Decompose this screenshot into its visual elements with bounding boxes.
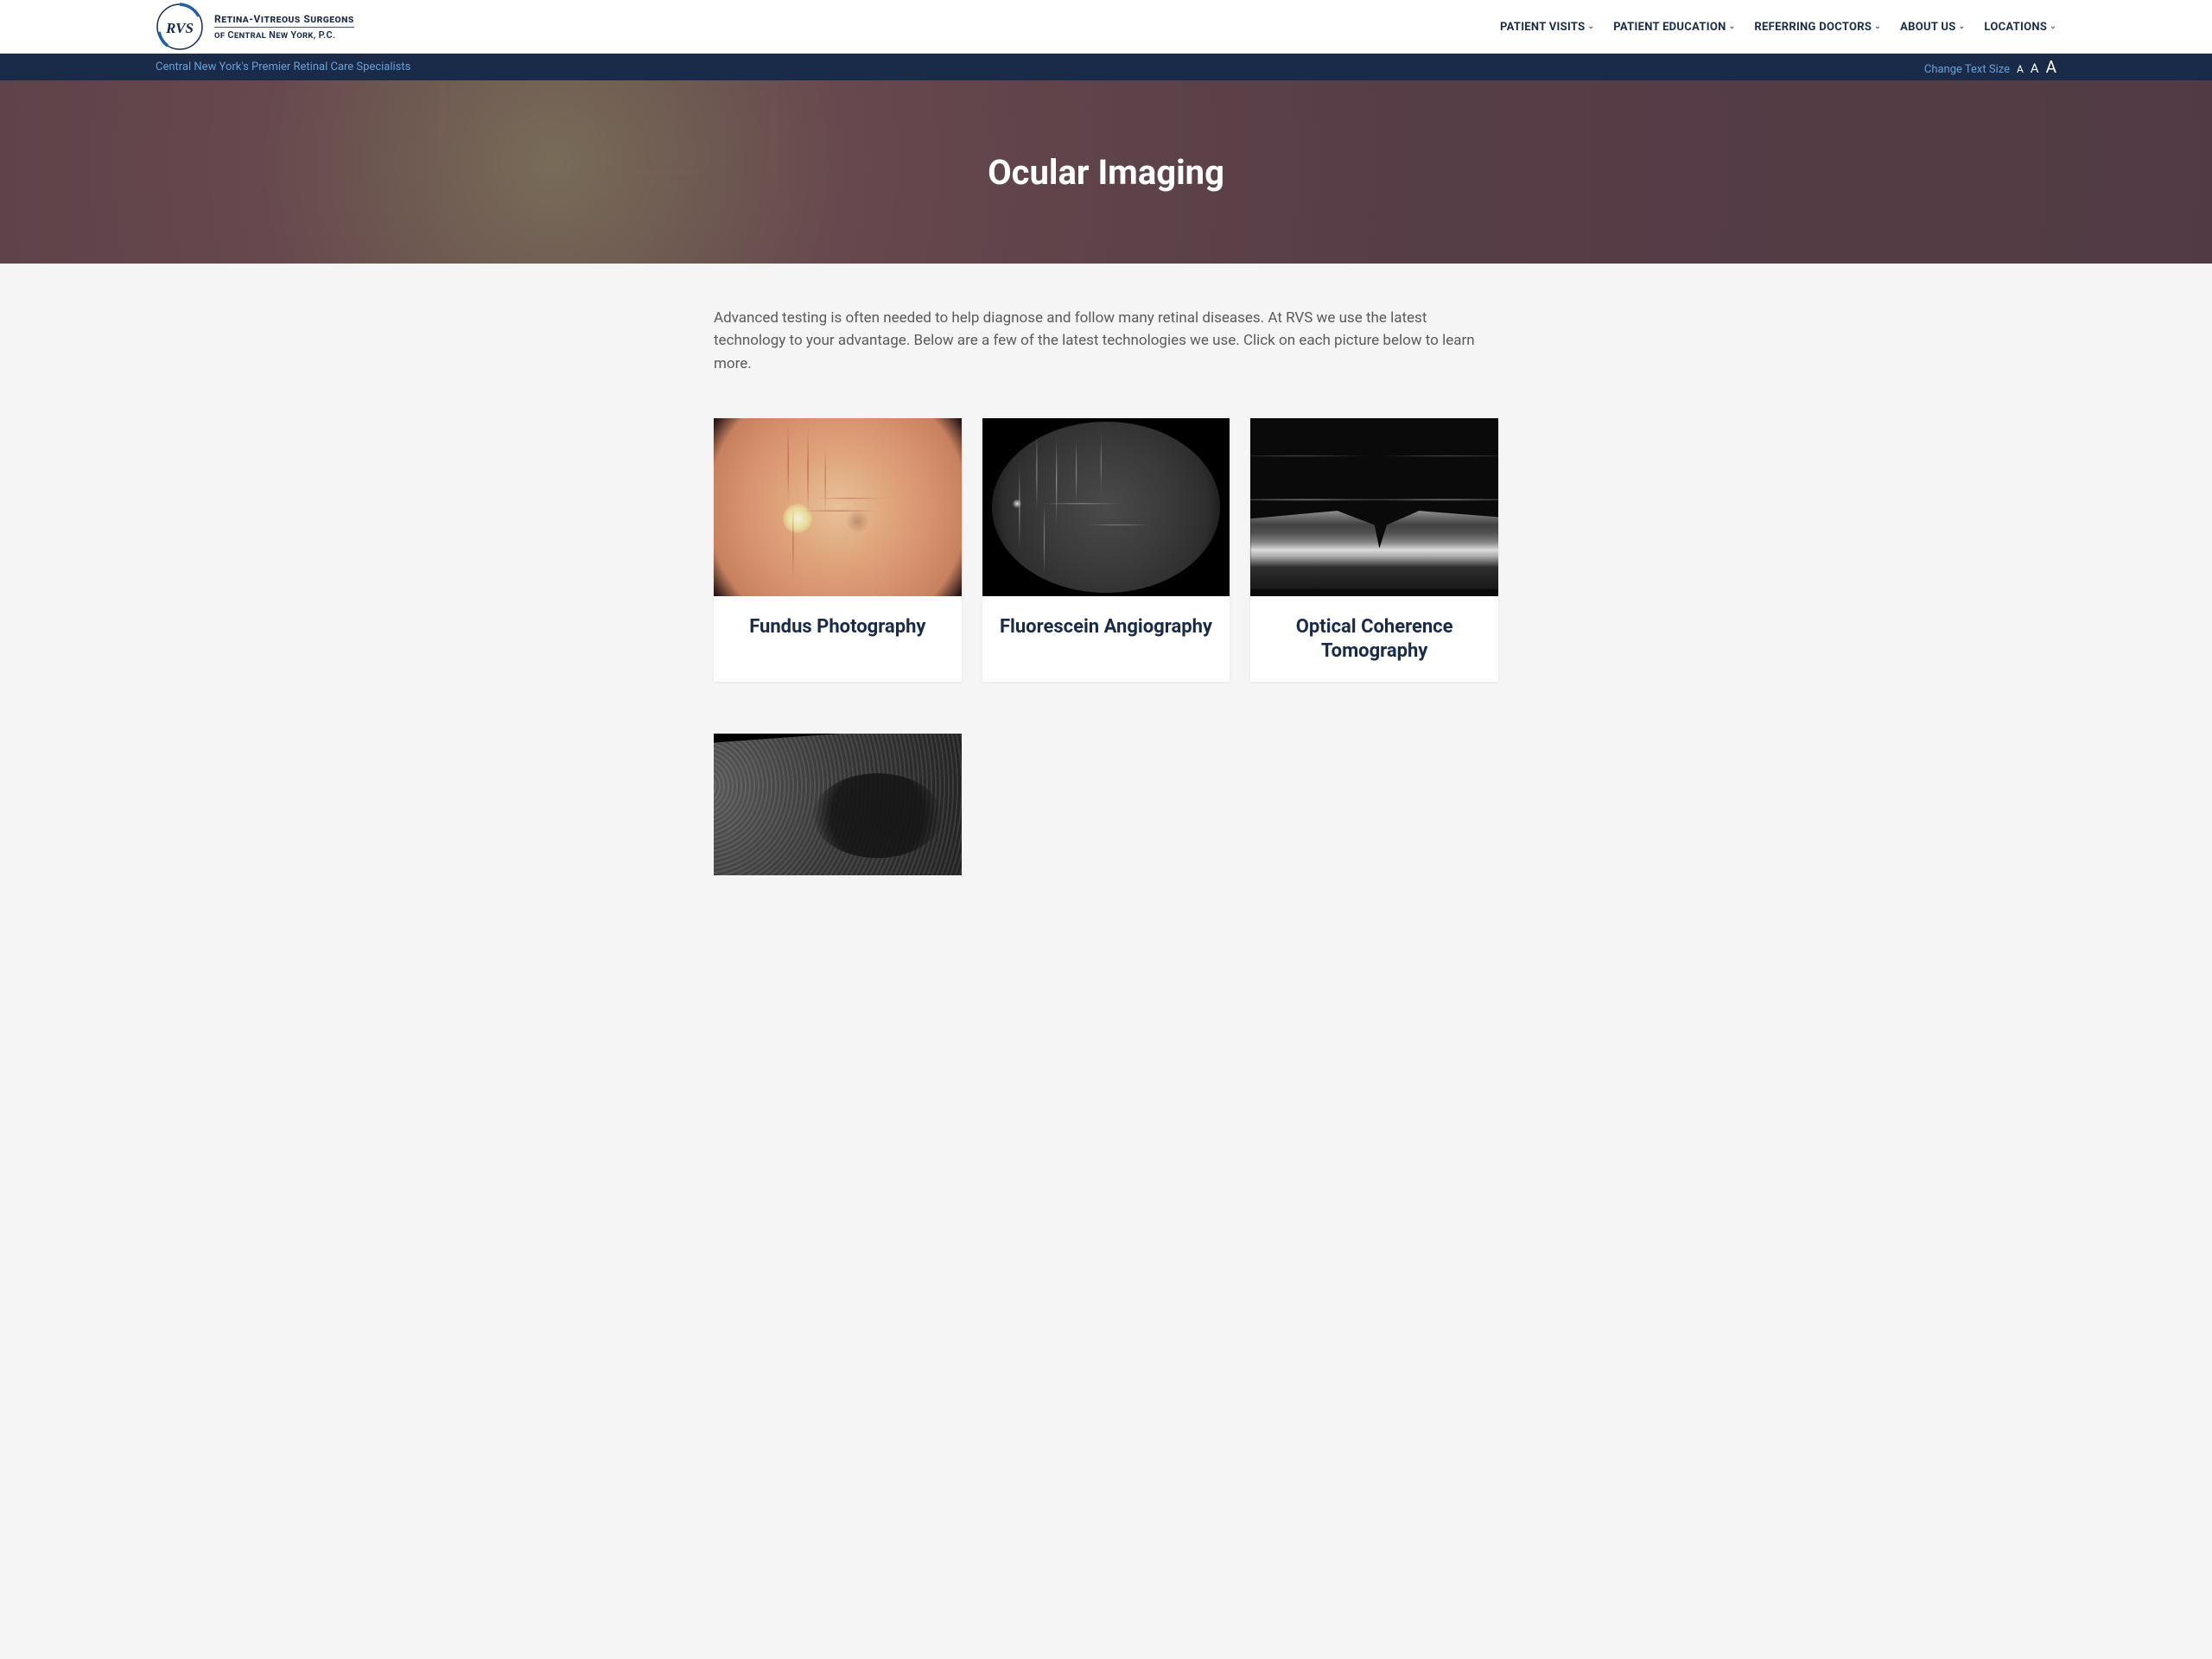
intro-text: Advanced testing is often needed to help… <box>714 307 1498 375</box>
chevron-down-icon: ⌄ <box>2050 22 2056 31</box>
nav-patient-visits[interactable]: PATIENT VISITS ⌄ <box>1500 21 1594 34</box>
text-size-large[interactable]: A <box>2046 57 2056 77</box>
card-grid-row2 <box>714 734 1498 875</box>
main-header: RVS Retina-Vitreous Surgeons of Central … <box>0 0 2212 54</box>
card-title: Optical Coherence Tomography <box>1250 596 1498 682</box>
ultrasound-image <box>714 734 962 875</box>
nav-locations[interactable]: LOCATIONS ⌄ <box>1984 21 2056 34</box>
fluorescein-image <box>982 418 1230 596</box>
subheader-bar: Central New York's Premier Retinal Care … <box>0 54 2212 80</box>
card-ultrasound[interactable] <box>714 734 962 875</box>
chevron-down-icon: ⌄ <box>1874 22 1881 31</box>
text-size-label: Change Text Size <box>1924 63 2010 76</box>
logo-text: Retina-Vitreous Surgeons of Central New … <box>214 13 354 41</box>
chevron-down-icon: ⌄ <box>1729 22 1736 31</box>
card-title: Fluorescein Angiography <box>982 596 1230 658</box>
logo-icon: RVS <box>156 3 204 51</box>
text-size-controls: Change Text Size A A A <box>1924 57 2056 77</box>
card-fluorescein-angiography[interactable]: Fluorescein Angiography <box>982 418 1230 682</box>
hero-banner: Ocular Imaging <box>0 80 2212 264</box>
nav-about-us[interactable]: ABOUT US ⌄ <box>1900 21 1965 34</box>
main-content: Advanced testing is often needed to help… <box>714 264 1498 927</box>
main-nav: PATIENT VISITS ⌄ PATIENT EDUCATION ⌄ REF… <box>1500 21 2056 34</box>
tagline: Central New York's Premier Retinal Care … <box>156 60 410 73</box>
card-grid: Fundus Photography Fluorescein Angiograp… <box>714 418 1498 682</box>
nav-referring-doctors[interactable]: REFERRING DOCTORS ⌄ <box>1754 21 1881 34</box>
logo-line2: of Central New York, P.C. <box>214 28 354 41</box>
card-optical-coherence-tomography[interactable]: Optical Coherence Tomography <box>1250 418 1498 682</box>
fundus-image <box>714 418 962 596</box>
card-title: Fundus Photography <box>714 596 962 658</box>
nav-patient-education[interactable]: PATIENT EDUCATION ⌄ <box>1613 21 1735 34</box>
logo[interactable]: RVS Retina-Vitreous Surgeons of Central … <box>156 3 354 51</box>
page-title: Ocular Imaging <box>988 152 1224 193</box>
svg-text:RVS: RVS <box>165 20 194 36</box>
chevron-down-icon: ⌄ <box>1587 22 1594 31</box>
card-fundus-photography[interactable]: Fundus Photography <box>714 418 962 682</box>
text-size-medium[interactable]: A <box>2031 60 2039 76</box>
logo-line1: Retina-Vitreous Surgeons <box>214 13 354 28</box>
text-size-small[interactable]: A <box>2017 63 2024 75</box>
oct-image <box>1250 418 1498 596</box>
chevron-down-icon: ⌄ <box>1959 22 1966 31</box>
